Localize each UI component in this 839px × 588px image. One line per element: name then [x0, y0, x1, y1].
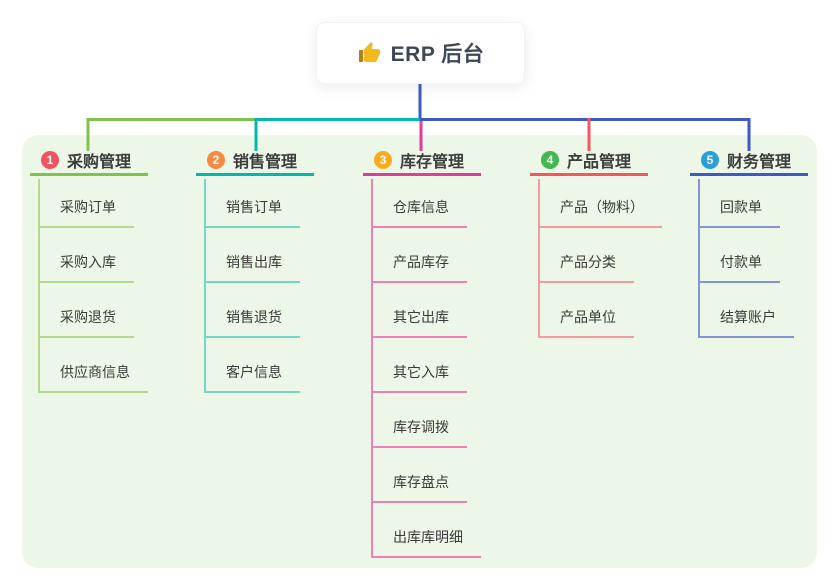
tree-background-panel	[22, 135, 817, 568]
tree-node[interactable]: 结算账户	[700, 307, 794, 338]
tree-node[interactable]: 其它入库	[373, 362, 467, 393]
branch-title: 库存管理	[400, 154, 465, 171]
tree-node[interactable]: 采购订单	[40, 197, 134, 228]
branch-children: 仓库信息 产品库存 其它出库 其它入库 库存调拨 库存盘点 出库库明细	[371, 179, 481, 558]
tree-node[interactable]: 仓库信息	[373, 197, 467, 228]
tree-node[interactable]: 产品（物料）	[540, 197, 662, 228]
tree-node[interactable]: 库存盘点	[373, 472, 467, 503]
branch-children: 产品（物料） 产品分类 产品单位	[538, 179, 662, 338]
branch-title: 产品管理	[567, 154, 632, 171]
tree-node[interactable]: 客户信息	[206, 362, 300, 393]
thumbs-up-icon	[358, 42, 380, 62]
tree-node[interactable]: 回款单	[700, 197, 780, 228]
branch-node-sales[interactable]: 2 销售管理	[196, 147, 314, 176]
branch-children: 回款单 付款单 结算账户	[698, 179, 794, 338]
tree-node[interactable]: 出库库明细	[373, 527, 481, 558]
branch-title: 销售管理	[233, 154, 298, 171]
branch-node-finance[interactable]: 5 财务管理	[690, 147, 808, 176]
tree-node[interactable]: 销售退货	[206, 307, 300, 338]
tree-node[interactable]: 产品分类	[540, 252, 634, 283]
root-label: ERP 后台	[390, 43, 485, 66]
branch-node-purchase[interactable]: 1 采购管理	[30, 147, 148, 176]
tree-node[interactable]: 付款单	[700, 252, 780, 283]
branch-number-badge: 1	[41, 151, 59, 169]
branch-number-badge: 5	[701, 151, 719, 169]
branch-node-product[interactable]: 4 产品管理	[530, 147, 648, 176]
branch-children: 销售订单 销售出库 销售退货 客户信息	[204, 179, 300, 393]
tree-node[interactable]: 其它出库	[373, 307, 467, 338]
branch-node-inventory[interactable]: 3 库存管理	[363, 147, 481, 176]
branch-title: 财务管理	[727, 154, 792, 171]
root-node[interactable]: ERP 后台	[316, 22, 525, 84]
tree-node[interactable]: 产品库存	[373, 252, 467, 283]
branch-number-badge: 3	[374, 151, 392, 169]
tree-node[interactable]: 销售订单	[206, 197, 300, 228]
tree-node[interactable]: 产品单位	[540, 307, 634, 338]
tree-node[interactable]: 采购入库	[40, 252, 134, 283]
branch-number-badge: 4	[541, 151, 559, 169]
tree-node[interactable]: 库存调拨	[373, 417, 467, 448]
tree-node[interactable]: 供应商信息	[40, 362, 148, 393]
tree-node[interactable]: 采购退货	[40, 307, 134, 338]
tree-node[interactable]: 销售出库	[206, 252, 300, 283]
branch-children: 采购订单 采购入库 采购退货 供应商信息	[38, 179, 148, 393]
branch-number-badge: 2	[207, 151, 225, 169]
branch-title: 采购管理	[67, 154, 132, 171]
